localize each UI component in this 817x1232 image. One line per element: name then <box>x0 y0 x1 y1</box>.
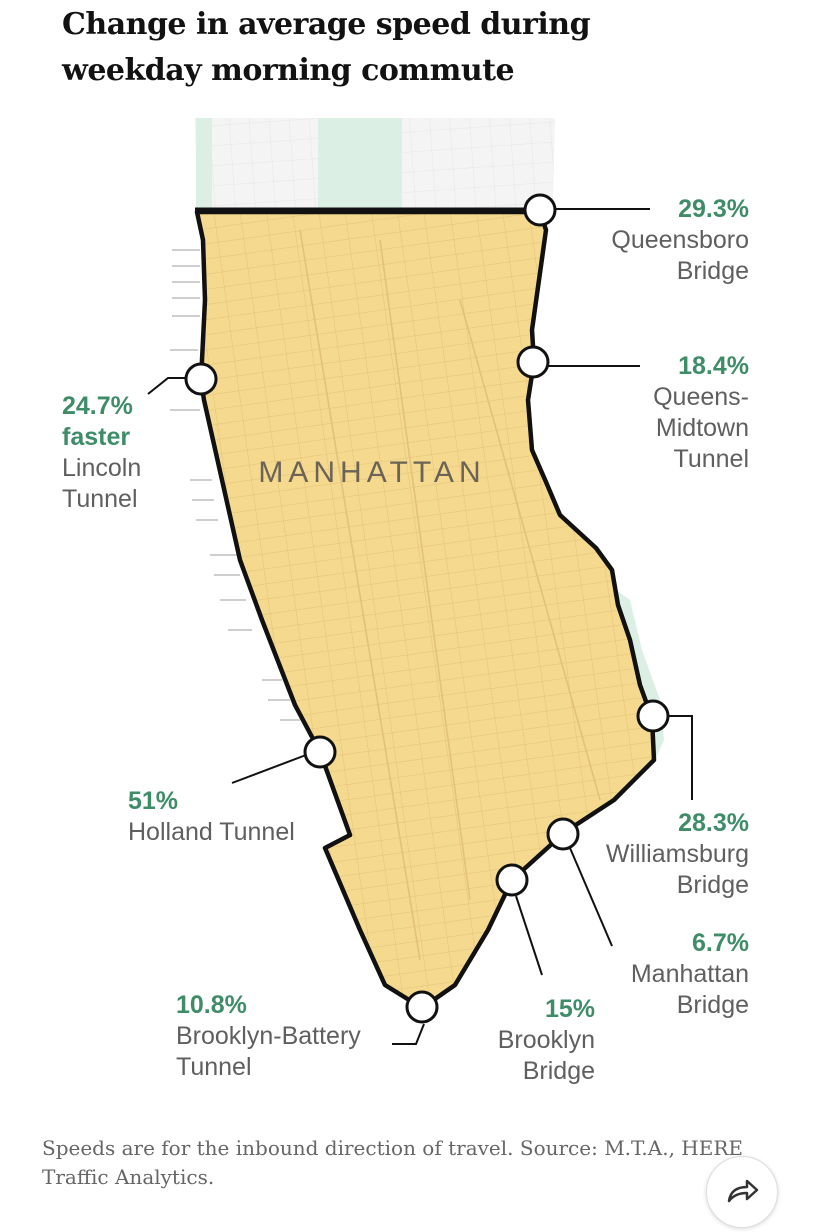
name-williamsburg-1: Williamsburg <box>605 840 749 868</box>
name-manhattan-1: Manhattan <box>630 960 749 988</box>
central-park <box>318 118 402 208</box>
share-button[interactable] <box>706 1156 778 1228</box>
pct-brooklyn: 15% <box>544 995 595 1023</box>
share-arrow-icon <box>727 1179 759 1203</box>
chart-title: Change in average speed during weekday m… <box>62 7 591 88</box>
pct-queens-midtown: 18.4% <box>678 352 749 380</box>
marker-brooklyn-battery <box>405 990 439 1024</box>
leader-williamsburg <box>668 715 693 800</box>
marker-queensboro <box>523 193 557 227</box>
name-brooklyn-1: Brooklyn <box>497 1026 595 1054</box>
marker-holland <box>303 735 337 769</box>
marker-lincoln <box>184 362 218 396</box>
name-queens-midtown-2: Midtown <box>655 414 749 442</box>
pct-queensboro: 29.3% <box>678 195 749 223</box>
leader-brooklyn <box>515 895 543 976</box>
congestion-zone <box>194 207 657 1011</box>
pct-lincoln: 24.7% <box>62 392 133 420</box>
name-manhattan-2: Bridge <box>676 991 749 1019</box>
name-brooklyn-2: Bridge <box>522 1057 595 1085</box>
marker-manhattan <box>546 817 580 851</box>
label-lincoln: 24.7% faster Lincoln Tunnel <box>62 391 141 515</box>
name-queens-midtown-1: Queens- <box>653 383 749 411</box>
name-brooklyn-battery-1: Brooklyn-Battery <box>176 1022 361 1050</box>
name-queensboro-1: Queensboro <box>611 226 749 254</box>
crossing-markers <box>184 193 670 1024</box>
name-lincoln-2: Tunnel <box>62 485 138 513</box>
label-williamsburg: 28.3% Williamsburg Bridge <box>606 808 749 901</box>
label-brooklyn: 15% Brooklyn Bridge <box>498 994 595 1087</box>
west-piers <box>170 249 300 721</box>
leader-holland <box>231 754 307 784</box>
pct-brooklyn-battery: 10.8% <box>176 991 247 1019</box>
label-manhattan: 6.7% Manhattan Bridge <box>631 928 749 1021</box>
riverside-park <box>196 118 212 208</box>
marker-queens-midtown <box>516 345 550 379</box>
label-brooklyn-battery: 10.8% Brooklyn-Battery Tunnel <box>176 990 361 1083</box>
name-queens-midtown-3: Tunnel <box>673 445 749 473</box>
map-label: MANHATTAN <box>258 456 485 489</box>
pct-williamsburg: 28.3% <box>678 809 749 837</box>
label-queens-midtown: 18.4% Queens- Midtown Tunnel <box>653 351 749 475</box>
upper-manhattan <box>195 118 555 212</box>
manhattan-map: MANHATTAN <box>147 118 693 1045</box>
label-holland: 51% Holland Tunnel <box>128 786 295 848</box>
name-brooklyn-battery-2: Tunnel <box>176 1053 252 1081</box>
name-lincoln-1: Lincoln <box>62 454 142 482</box>
pct-holland: 51% <box>128 787 179 815</box>
leader-manhattan <box>569 847 613 947</box>
label-queensboro: 29.3% Queensboro Bridge <box>611 194 749 287</box>
source-note: Speeds are for the inbound direction of … <box>42 1136 743 1189</box>
name-holland-1: Holland Tunnel <box>128 818 295 846</box>
pct-manhattan: 6.7% <box>692 929 749 957</box>
name-williamsburg-2: Bridge <box>676 871 749 899</box>
pct-lincoln-faster: faster <box>62 423 131 451</box>
leader-lines <box>147 208 693 1045</box>
marker-williamsburg <box>636 699 670 733</box>
leader-lincoln <box>147 377 186 395</box>
leader-brooklyn-battery <box>392 1023 425 1045</box>
marker-brooklyn <box>495 863 529 897</box>
name-queensboro-2: Bridge <box>676 257 749 285</box>
